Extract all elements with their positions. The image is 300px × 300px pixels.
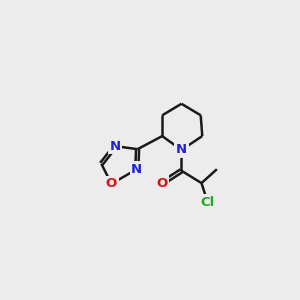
Text: N: N [176, 143, 187, 157]
Text: O: O [106, 177, 117, 190]
Text: O: O [157, 177, 168, 190]
Text: N: N [110, 140, 121, 153]
Text: N: N [131, 163, 142, 176]
Text: Cl: Cl [200, 196, 215, 209]
